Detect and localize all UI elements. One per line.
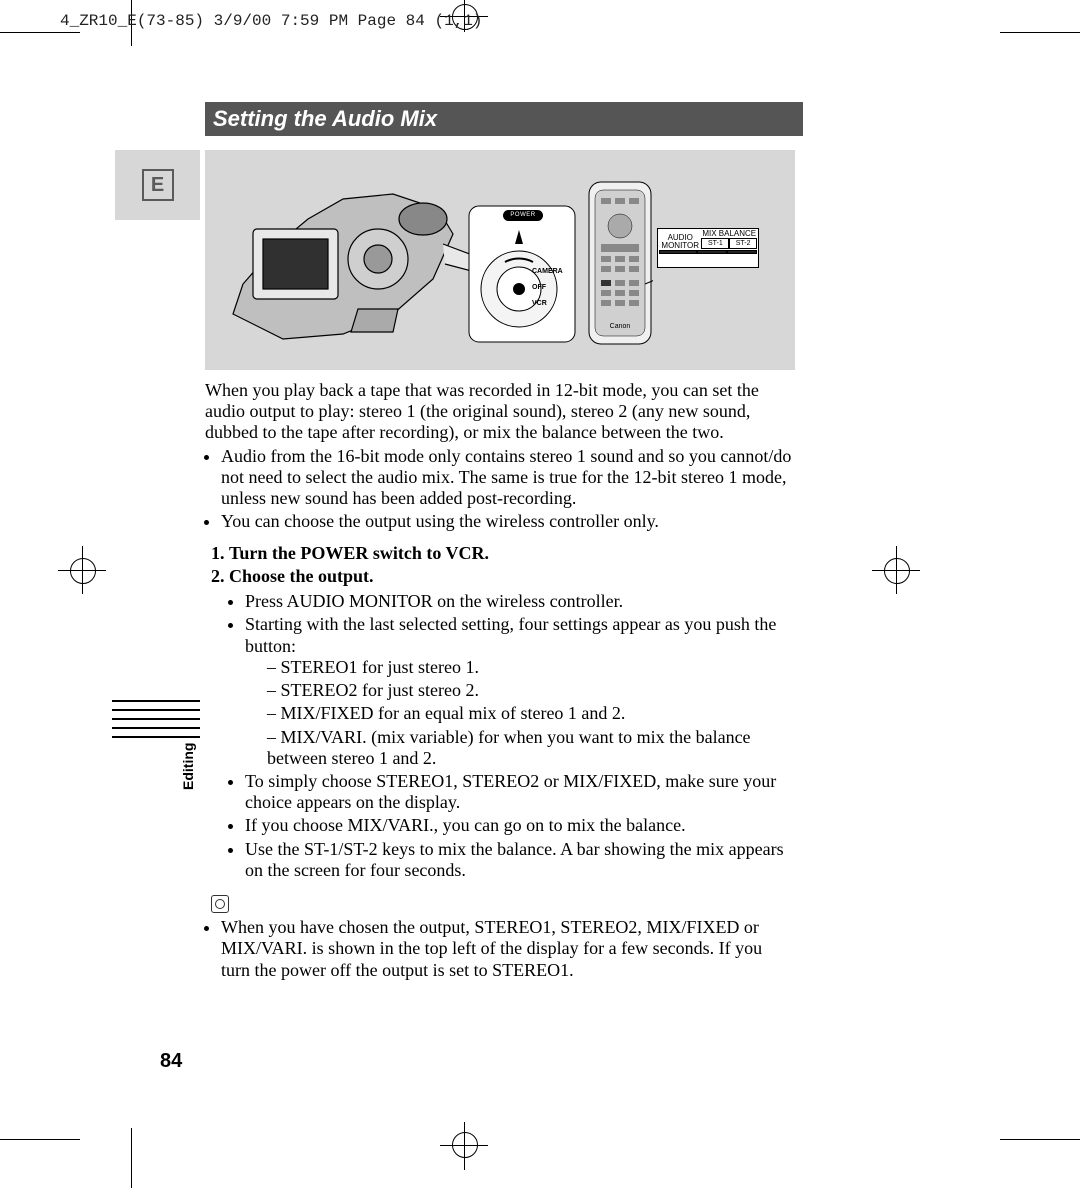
language-letter: E	[142, 169, 174, 201]
crop-mark	[896, 546, 897, 594]
step2-bullets: Press AUDIO MONITOR on the wireless cont…	[205, 591, 795, 881]
dash-item: STEREO2 for just stereo 2.	[267, 680, 795, 701]
crop-mark	[1000, 32, 1080, 33]
note-bullet: When you have chosen the output, STEREO1…	[221, 917, 795, 981]
crop-mark	[1000, 1139, 1080, 1140]
dash-item: MIX/FIXED for an equal mix of stereo 1 a…	[267, 703, 795, 724]
side-section-label: Editing	[180, 743, 196, 790]
remote-brand-label: Canon	[610, 323, 631, 330]
steps-list: Turn the POWER switch to VCR. Choose the…	[205, 543, 795, 587]
side-tab-line	[112, 718, 200, 725]
crop-mark	[131, 1128, 132, 1188]
side-tab-line	[112, 727, 200, 734]
language-box: E	[115, 150, 200, 220]
step2-bullet-text: Starting with the last selected setting,…	[245, 614, 776, 655]
st1-label: ST-1	[701, 238, 729, 249]
dash-item: STEREO1 for just stereo 1.	[267, 657, 795, 678]
step2-bullet: Use the ST-1/ST-2 keys to mix the balanc…	[245, 839, 795, 881]
crop-mark	[0, 32, 80, 33]
intro-bullet: Audio from the 16-bit mode only contains…	[221, 446, 795, 510]
step-heading: Choose the output.	[229, 566, 795, 587]
side-tab	[112, 700, 200, 745]
audio-monitor-label: AUDIO MONITOR	[659, 230, 701, 250]
print-job-header: 4_ZR10_E(73-85) 3/9/00 7:59 PM Page 84 (…	[60, 12, 482, 30]
intro-paragraph: When you play back a tape that was recor…	[205, 380, 795, 444]
intro-bullet-list: Audio from the 16-bit mode only contains…	[205, 446, 795, 533]
side-tab-line	[112, 700, 200, 707]
page-number: 84	[160, 1050, 182, 1073]
section-title: Setting the Audio Mix	[205, 102, 803, 136]
st2-label: ST-2	[729, 238, 757, 249]
mix-balance-label: MIX BALANCE	[701, 230, 757, 238]
crop-mark	[82, 546, 83, 594]
body-text: When you play back a tape that was recor…	[205, 380, 795, 987]
step2-bullet: Press AUDIO MONITOR on the wireless cont…	[245, 591, 795, 612]
registration-mark	[70, 558, 96, 584]
step-heading: Turn the POWER switch to VCR.	[229, 543, 795, 564]
power-label: POWER	[503, 210, 543, 221]
registration-mark	[884, 558, 910, 584]
camcorder-illustration	[223, 164, 483, 359]
side-tab-line	[112, 709, 200, 716]
dash-item: MIX/VARI. (mix variable) for when you wa…	[267, 727, 795, 769]
settings-dash-list: STEREO1 for just stereo 1. STEREO2 for j…	[245, 657, 795, 769]
illustration-panel: POWER CAMERA OFF VCR Canon AUDIO MONITOR…	[205, 150, 795, 370]
note-bullet-list: When you have chosen the output, STEREO1…	[205, 917, 795, 981]
dial-label-vcr: VCR	[532, 300, 547, 307]
step2-bullet: To simply choose STEREO1, STEREO2 or MIX…	[245, 771, 795, 813]
crop-mark	[464, 1122, 465, 1170]
dial-label-off: OFF	[532, 284, 546, 291]
crop-mark	[0, 1139, 80, 1140]
note-icon	[211, 895, 229, 913]
remote-illustration: Canon	[587, 180, 653, 350]
remote-button-labels: AUDIO MONITOR MIX BALANCE ST-1 ST-2	[657, 228, 759, 268]
step2-bullet: Starting with the last selected setting,…	[245, 614, 795, 769]
intro-bullet: You can choose the output using the wire…	[221, 511, 795, 532]
dial-label-camera: CAMERA	[532, 268, 563, 275]
step2-bullet: If you choose MIX/VARI., you can go on t…	[245, 815, 795, 836]
